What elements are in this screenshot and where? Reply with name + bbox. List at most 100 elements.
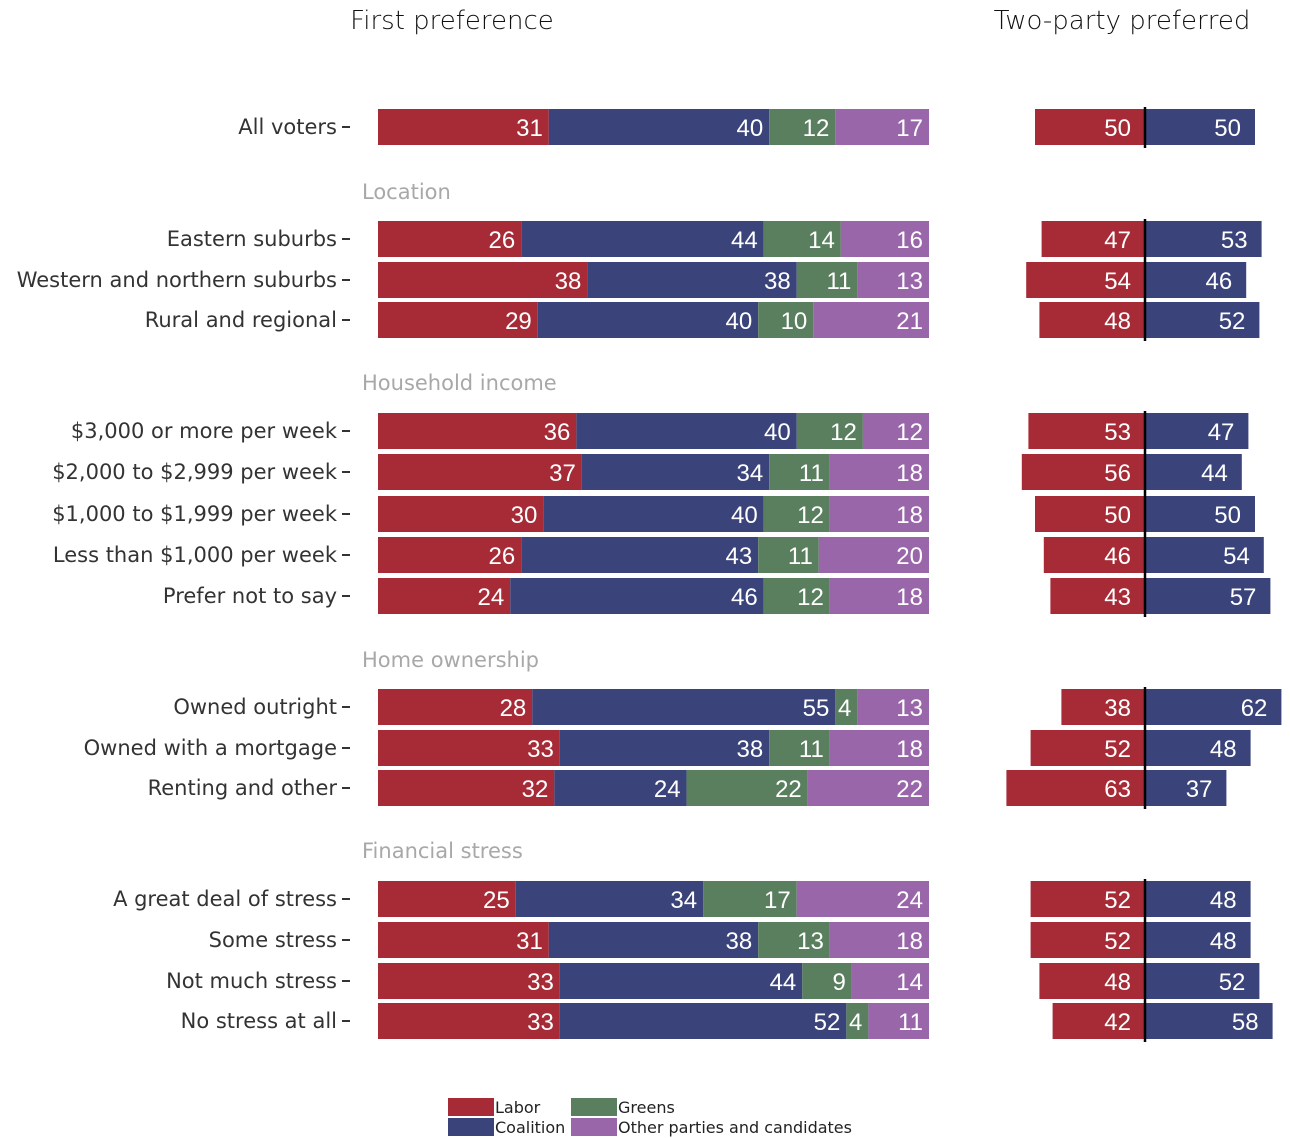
tpp-label-all-voters-labor: 50 [1104, 115, 1131, 142]
fp-label-no-stress-at-all-other-parties-and-candidates: 11 [898, 1009, 923, 1036]
fp-bar-1-000-to-1-999-per-week-labor [378, 496, 544, 532]
row-label-rural-and-regional: Rural and regional [145, 308, 337, 332]
tpp-label-all-voters-coalition: 50 [1214, 115, 1241, 142]
fp-label-owned-with-a-mortgage-other-parties-and-candidates: 18 [896, 736, 923, 763]
fp-bar-a-great-deal-of-stress-greens [703, 881, 797, 917]
fp-bar-some-stress-other-parties-and-candidates [829, 922, 929, 958]
fp-label-3-000-or-more-per-week-other-parties-and-candidates: 12 [896, 419, 923, 446]
fp-bar-less-than-1-000-per-week-other-parties-and-candidates [818, 537, 929, 573]
fp-bar-no-stress-at-all-greens [846, 1003, 869, 1039]
fp-label-all-voters-labor: 31 [516, 115, 543, 142]
tpp-label-eastern-suburbs-coalition: 53 [1221, 227, 1248, 254]
tpp-label-renting-and-other-labor: 63 [1104, 776, 1131, 803]
row-label-prefer-not-to-say: Prefer not to say [163, 584, 337, 608]
row-label-some-stress: Some stress [209, 928, 337, 952]
fp-bar-less-than-1-000-per-week-labor [378, 537, 522, 573]
fp-label-a-great-deal-of-stress-greens: 17 [764, 887, 791, 914]
fp-label-owned-with-a-mortgage-greens: 11 [799, 736, 824, 763]
legend-label-labor: Labor [495, 1098, 541, 1117]
fp-bar-2-000-to-2-999-per-week-greens [769, 454, 830, 490]
tpp-label-not-much-stress-coalition: 52 [1219, 969, 1246, 996]
fp-bar-owned-outright-labor [378, 689, 533, 725]
row-label-western-and-northern-suburbs: Western and northern suburbs [17, 268, 337, 292]
fp-label-eastern-suburbs-other-parties-and-candidates: 16 [896, 227, 923, 254]
tpp-bar-western-and-northern-suburbs-labor [1026, 262, 1145, 298]
fp-label-no-stress-at-all-coalition: 52 [814, 1009, 841, 1036]
tpp-label-owned-with-a-mortgage-coalition: 48 [1210, 736, 1237, 763]
fp-label-renting-and-other-greens: 22 [775, 776, 802, 803]
tpp-bar-2-000-to-2-999-per-week-coalition [1145, 454, 1242, 490]
fp-bar-western-and-northern-suburbs-greens [796, 262, 858, 298]
fp-bar-a-great-deal-of-stress-labor [378, 881, 516, 917]
fp-bar-eastern-suburbs-greens [763, 221, 841, 257]
fp-bar-all-voters-coalition [548, 109, 770, 145]
tpp-bar-not-much-stress-labor [1039, 963, 1145, 999]
row-label-not-much-stress: Not much stress [166, 969, 337, 993]
fp-bar-2-000-to-2-999-per-week-labor [378, 454, 582, 490]
tpp-label-western-and-northern-suburbs-coalition: 46 [1205, 268, 1232, 295]
fp-bar-western-and-northern-suburbs-other-parties-and-candidates [857, 262, 929, 298]
fp-bar-all-voters-labor [378, 109, 549, 145]
fp-label-3-000-or-more-per-week-coalition: 40 [764, 419, 791, 446]
tpp-label-owned-outright-coalition: 62 [1241, 695, 1268, 722]
fp-bar-renting-and-other-greens [686, 770, 808, 806]
fp-bar-owned-with-a-mortgage-labor [378, 730, 560, 766]
fp-label-2-000-to-2-999-per-week-labor: 37 [549, 460, 576, 487]
fp-bar-all-voters-greens [769, 109, 836, 145]
tpp-label-less-than-1-000-per-week-labor: 46 [1104, 543, 1131, 570]
row-label-3-000-or-more-per-week: $3,000 or more per week [71, 419, 338, 443]
fp-bar-rural-and-regional-other-parties-and-candidates [813, 302, 929, 338]
tpp-bar-renting-and-other-labor [1006, 770, 1145, 806]
tpp-bar-no-stress-at-all-coalition [1145, 1003, 1273, 1039]
fp-label-all-voters-greens: 12 [803, 115, 830, 142]
legend-swatch-greens [571, 1098, 617, 1116]
legend-swatch-other-parties-and-candidates [571, 1118, 617, 1136]
legend-swatch-labor [448, 1098, 494, 1116]
fp-bar-western-and-northern-suburbs-labor [378, 262, 588, 298]
tpp-bar-not-much-stress-coalition [1145, 963, 1260, 999]
fp-label-eastern-suburbs-greens: 14 [808, 227, 835, 254]
fp-bar-1-000-to-1-999-per-week-other-parties-and-candidates [829, 496, 929, 532]
fp-label-2-000-to-2-999-per-week-greens: 11 [799, 460, 824, 487]
fp-bar-some-stress-labor [378, 922, 549, 958]
tpp-label-a-great-deal-of-stress-coalition: 48 [1210, 887, 1237, 914]
row-label-owned-outright: Owned outright [173, 695, 337, 719]
fp-bar-owned-with-a-mortgage-greens [769, 730, 830, 766]
fp-bar-rural-and-regional-coalition [537, 302, 759, 338]
tpp-bar-no-stress-at-all-labor [1052, 1003, 1145, 1039]
tpp-bar-prefer-not-to-say-labor [1050, 578, 1145, 614]
fp-label-prefer-not-to-say-labor: 24 [478, 584, 505, 611]
fp-label-not-much-stress-coalition: 44 [770, 969, 797, 996]
tpp-label-less-than-1-000-per-week-coalition: 54 [1223, 543, 1250, 570]
fp-label-western-and-northern-suburbs-greens: 11 [826, 268, 851, 295]
fp-label-eastern-suburbs-labor: 26 [489, 227, 516, 254]
tpp-label-owned-outright-labor: 38 [1104, 695, 1131, 722]
fp-label-not-much-stress-labor: 33 [527, 969, 554, 996]
tpp-label-no-stress-at-all-labor: 42 [1104, 1009, 1131, 1036]
legend-label-coalition: Coalition [495, 1118, 565, 1137]
legend-swatch-coalition [448, 1118, 494, 1136]
tpp-label-some-stress-labor: 52 [1104, 928, 1131, 955]
tpp-label-rural-and-regional-labor: 48 [1104, 308, 1131, 335]
fp-label-owned-outright-labor: 28 [500, 695, 527, 722]
tpp-label-3-000-or-more-per-week-coalition: 47 [1208, 419, 1235, 446]
tpp-bar-less-than-1-000-per-week-labor [1043, 537, 1145, 573]
fp-bar-3-000-or-more-per-week-labor [378, 413, 577, 449]
fp-label-rural-and-regional-other-parties-and-candidates: 21 [896, 308, 923, 335]
fp-label-some-stress-other-parties-and-candidates: 18 [896, 928, 923, 955]
fp-label-a-great-deal-of-stress-labor: 25 [483, 887, 510, 914]
tpp-label-2-000-to-2-999-per-week-labor: 56 [1104, 460, 1131, 487]
tpp-bar-2-000-to-2-999-per-week-labor [1021, 454, 1145, 490]
fp-bar-owned-outright-coalition [532, 689, 836, 725]
tpp-label-not-much-stress-labor: 48 [1104, 969, 1131, 996]
tpp-bar-all-voters-coalition [1145, 109, 1255, 145]
fp-bar-renting-and-other-coalition [554, 770, 687, 806]
tpp-bar-rural-and-regional-coalition [1145, 302, 1260, 338]
tpp-bar-1-000-to-1-999-per-week-coalition [1145, 496, 1255, 532]
fp-label-1-000-to-1-999-per-week-coalition: 40 [731, 502, 758, 529]
tpp-bar-some-stress-labor [1030, 922, 1145, 958]
fp-bar-owned-outright-other-parties-and-candidates [857, 689, 929, 725]
row-label-renting-and-other: Renting and other [148, 776, 338, 800]
tpp-bar-3-000-or-more-per-week-labor [1028, 413, 1145, 449]
